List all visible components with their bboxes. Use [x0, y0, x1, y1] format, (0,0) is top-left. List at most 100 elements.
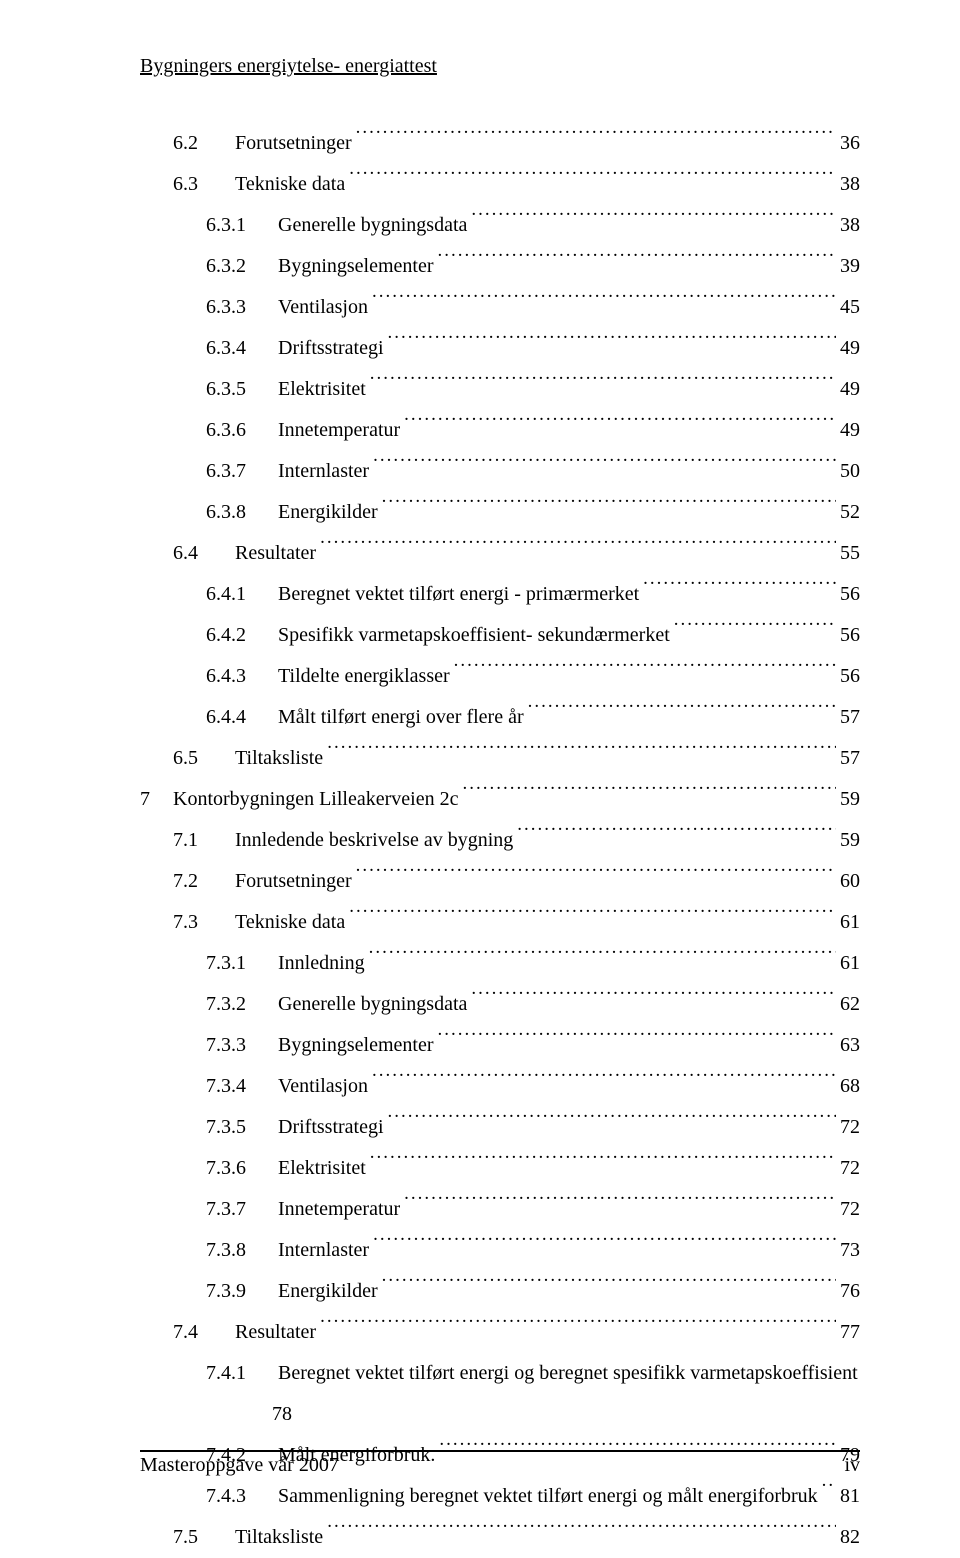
- toc-number: 7.3.8: [206, 1230, 278, 1271]
- toc-number: 7.3.9: [206, 1271, 278, 1312]
- toc-entry: 7.3.2Generelle bygningsdata 62: [140, 984, 860, 1025]
- toc-number: 7.3: [173, 902, 235, 943]
- footer-left: Masteroppgave vår 2007: [140, 1454, 339, 1477]
- toc-entry: 7.3.5Driftsstrategi 72: [140, 1107, 860, 1148]
- toc-page-number: 63: [840, 1025, 860, 1066]
- toc-label: Generelle bygningsdata: [278, 984, 467, 1025]
- toc-page-number: 50: [840, 451, 860, 492]
- toc-label: Driftsstrategi: [278, 328, 384, 369]
- toc-label: Innetemperatur: [278, 1189, 400, 1230]
- toc-label: Tildelte energiklasser: [278, 656, 450, 697]
- toc-leader-dots: [404, 1195, 836, 1215]
- toc-number: 6.4.4: [206, 697, 278, 738]
- toc-label: Innledning: [278, 943, 365, 984]
- toc-entry: 6.3.2Bygningselementer 39: [140, 246, 860, 287]
- toc-page-number: 38: [840, 205, 860, 246]
- toc-entry: 7Kontorbygningen Lilleakerveien 2c 59: [140, 779, 860, 820]
- toc-entry: 6.3.6Innetemperatur 49: [140, 410, 860, 451]
- toc-number: 6.4.2: [206, 615, 278, 656]
- toc-page-number: 72: [840, 1148, 860, 1189]
- toc-label: Internlaster: [278, 451, 369, 492]
- toc-label: Tekniske data: [235, 902, 345, 943]
- toc-leader-dots: [528, 703, 836, 723]
- toc-number: 6.3.8: [206, 492, 278, 533]
- toc-page-number: 49: [840, 410, 860, 451]
- toc-page-number: 61: [840, 902, 860, 943]
- footer-right: iv: [844, 1454, 860, 1477]
- toc-entry: 7.5Tiltaksliste 82: [140, 1517, 860, 1558]
- toc-entry: 6.3.8Energikilder 52: [140, 492, 860, 533]
- toc-label: Ventilasjon: [278, 1066, 368, 1107]
- toc-label: Beregnet vektet tilført energi - primærm…: [278, 574, 639, 615]
- toc-page-number: 56: [840, 656, 860, 697]
- toc-label: Elektrisitet: [278, 1148, 366, 1189]
- toc-label: Energikilder: [278, 1271, 378, 1312]
- toc-number: 7.2: [173, 861, 235, 902]
- toc-leader-dots: [822, 1482, 836, 1502]
- toc-entry: 7.1Innledende beskrivelse av bygning 59: [140, 820, 860, 861]
- toc-label: Bygningselementer: [278, 1025, 434, 1066]
- toc-page-number: 57: [840, 697, 860, 738]
- toc-leader-dots: [454, 662, 836, 682]
- toc-leader-dots: [388, 1113, 836, 1133]
- toc-page-number: 59: [840, 779, 860, 820]
- toc-number: 7.3.6: [206, 1148, 278, 1189]
- toc-entry: 6.3.3Ventilasjon 45: [140, 287, 860, 328]
- toc-number: 6.3.3: [206, 287, 278, 328]
- toc-entry: 6.3.7Internlaster 50: [140, 451, 860, 492]
- toc-number: 7.3.7: [206, 1189, 278, 1230]
- toc-page-number: 56: [840, 574, 860, 615]
- toc-label: Tiltaksliste: [235, 738, 323, 779]
- toc-label: Ventilasjon: [278, 287, 368, 328]
- toc-entry: 6.4.2Spesifikk varmetapskoeffisient- sek…: [140, 615, 860, 656]
- toc-entry: 6.3.5Elektrisitet 49: [140, 369, 860, 410]
- toc-number: 6.3.2: [206, 246, 278, 287]
- toc-label: Beregnet vektet tilført energi og beregn…: [278, 1353, 858, 1394]
- toc-page-number: 60: [840, 861, 860, 902]
- toc-label: Spesifikk varmetapskoeffisient- sekundær…: [278, 615, 670, 656]
- toc-entry: 7.3.9Energikilder 76: [140, 1271, 860, 1312]
- toc-entry: 7.3.3Bygningselementer 63: [140, 1025, 860, 1066]
- toc-entry: 6.2Forutsetninger 36: [140, 123, 860, 164]
- toc-label: Internlaster: [278, 1230, 369, 1271]
- toc-number: 7.4.1: [206, 1353, 278, 1394]
- toc-entry: 6.5Tiltaksliste 57: [140, 738, 860, 779]
- toc-label: Bygningselementer: [278, 246, 434, 287]
- toc-leader-dots: [370, 1154, 836, 1174]
- toc-label: Innetemperatur: [278, 410, 400, 451]
- table-of-contents: 6.2Forutsetninger 366.3Tekniske data 386…: [140, 123, 860, 1558]
- toc-label: Resultater: [235, 533, 316, 574]
- toc-number: 6.3.7: [206, 451, 278, 492]
- toc-entry: 78: [140, 1394, 860, 1435]
- toc-leader-dots: [349, 908, 836, 928]
- toc-page-number: 76: [840, 1271, 860, 1312]
- toc-entry: 6.3.4Driftsstrategi 49: [140, 328, 860, 369]
- toc-entry: 6.4.3Tildelte energiklasser 56: [140, 656, 860, 697]
- toc-leader-dots: [438, 252, 836, 272]
- toc-entry: 7.4.3Sammenligning beregnet vektet tilfø…: [140, 1476, 860, 1517]
- toc-label: Generelle bygningsdata: [278, 205, 467, 246]
- page-header: Bygningers energiytelse- energiattest: [140, 55, 860, 78]
- toc-label: Målt tilført energi over flere år: [278, 697, 524, 738]
- toc-number: 7.3.5: [206, 1107, 278, 1148]
- toc-number: 7.4: [173, 1312, 235, 1353]
- toc-label: Forutsetninger: [235, 861, 352, 902]
- toc-number: 6.5: [173, 738, 235, 779]
- toc-entry: 7.3Tekniske data 61: [140, 902, 860, 943]
- toc-leader-dots: [471, 990, 836, 1010]
- toc-page-number: 72: [840, 1189, 860, 1230]
- toc-page-number: 59: [840, 820, 860, 861]
- toc-page-number: 72: [840, 1107, 860, 1148]
- toc-leader-dots: [372, 293, 836, 313]
- toc-page-number: 73: [840, 1230, 860, 1271]
- toc-label: 78: [272, 1394, 292, 1435]
- toc-entry: 7.2Forutsetninger 60: [140, 861, 860, 902]
- toc-leader-dots: [643, 580, 836, 600]
- toc-entry: 6.4.1Beregnet vektet tilført energi - pr…: [140, 574, 860, 615]
- toc-page-number: 49: [840, 328, 860, 369]
- toc-leader-dots: [674, 621, 836, 641]
- toc-page-number: 49: [840, 369, 860, 410]
- toc-number: 7: [140, 779, 173, 820]
- toc-entry: 7.4.1Beregnet vektet tilført energi og b…: [140, 1353, 860, 1394]
- toc-label: Energikilder: [278, 492, 378, 533]
